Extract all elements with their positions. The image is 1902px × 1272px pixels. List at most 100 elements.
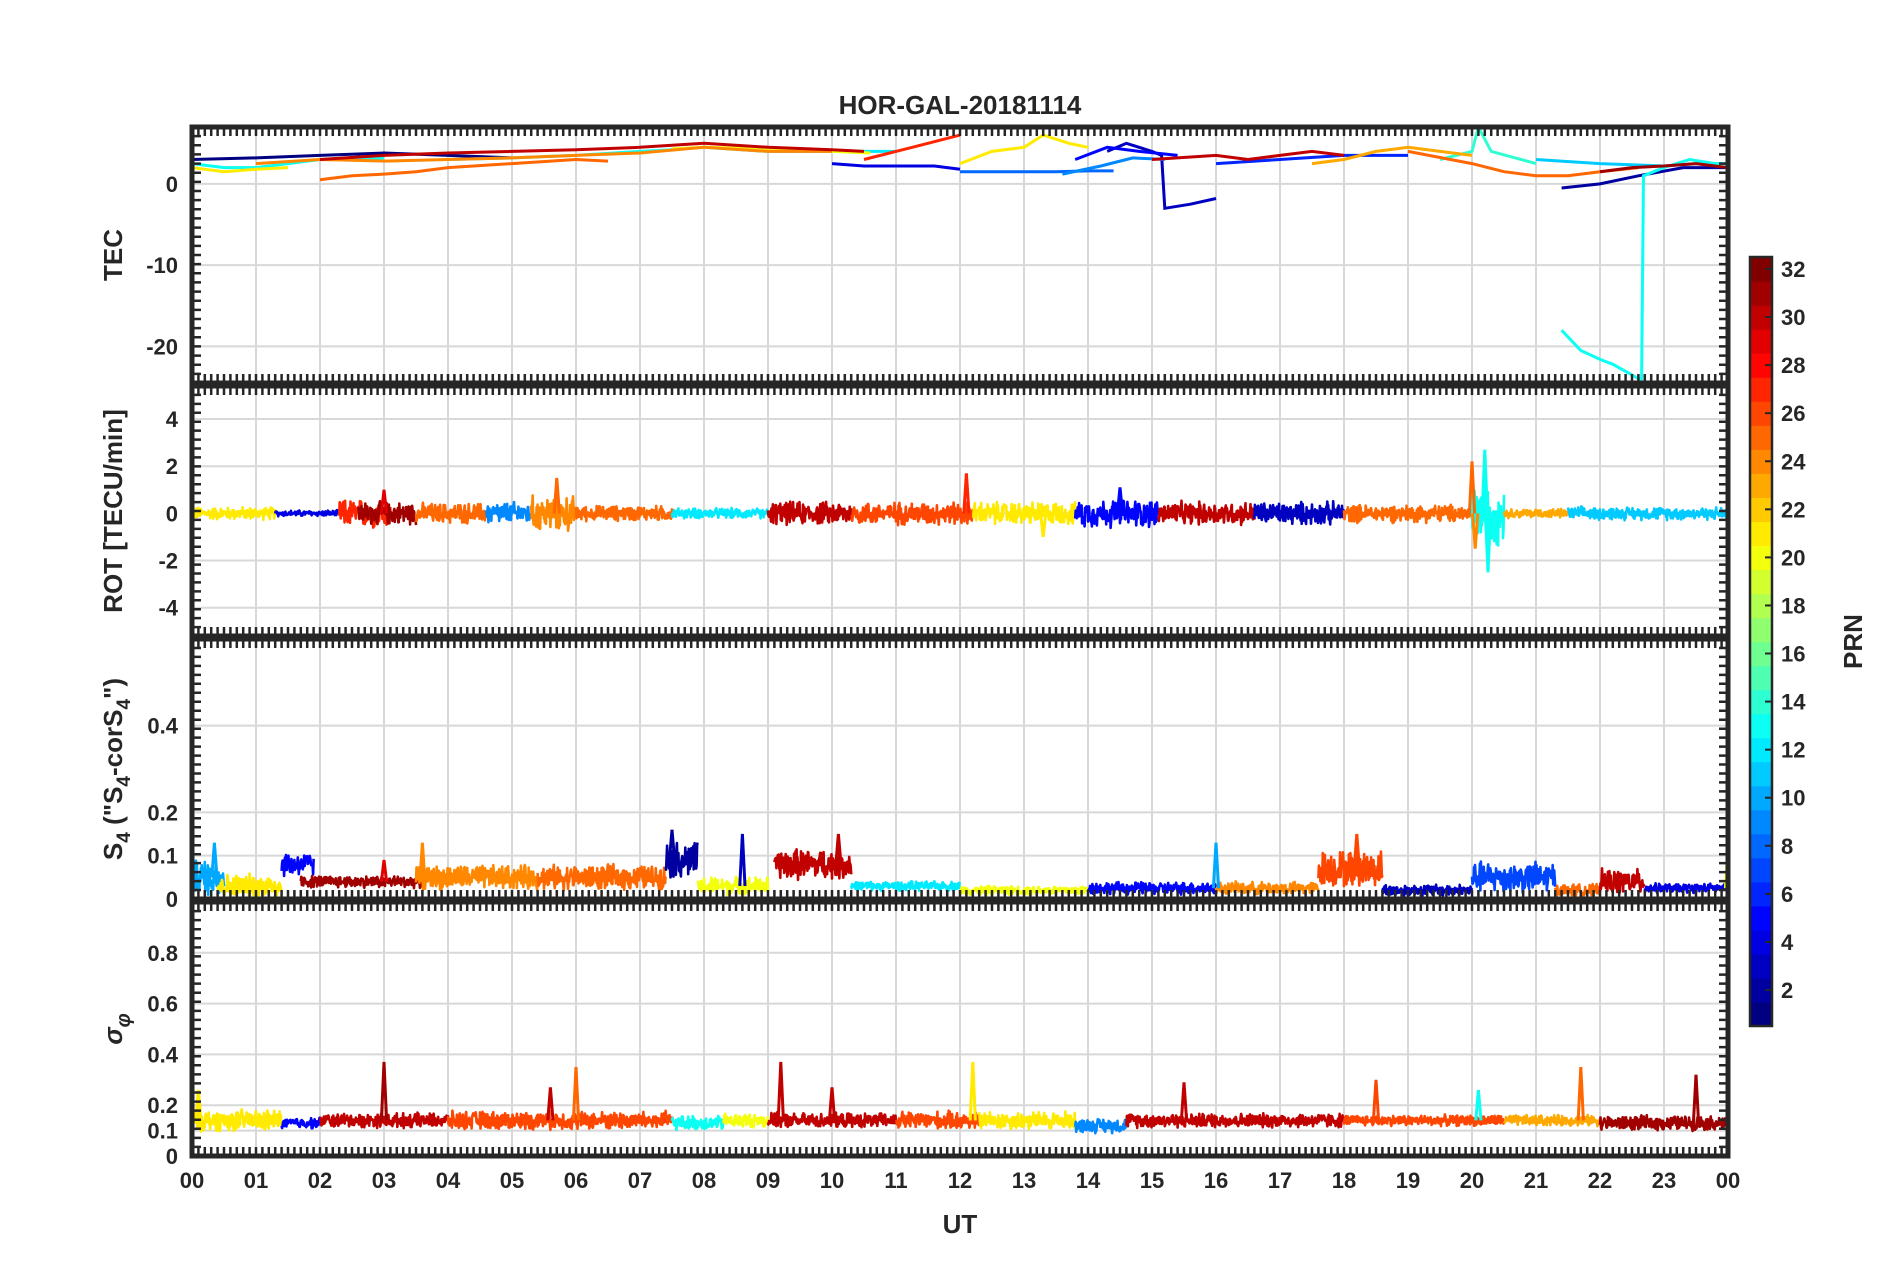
series-trace-prn-11 — [1566, 505, 1728, 522]
series-trace-prn-21 — [216, 872, 283, 899]
colorbar-step — [1750, 401, 1772, 426]
series-line-prn-21 — [959, 133, 1089, 166]
y-tick-label: 0.1 — [147, 1119, 178, 1144]
colorbar-tick-label: 10 — [1781, 786, 1805, 811]
colorbar-tick-label: 12 — [1781, 738, 1805, 763]
series-trace-prn-5 — [280, 1116, 322, 1130]
colorbar-tick-label: 8 — [1781, 834, 1793, 859]
spike-prn-27 — [962, 473, 971, 514]
spike-prn-29 — [379, 489, 389, 514]
spike-prn-24 — [1471, 513, 1480, 549]
series-trace-prn-25 — [1342, 503, 1480, 525]
spike-prn-31 — [1691, 1074, 1701, 1124]
data-series — [192, 1061, 1728, 1135]
colorbar-tick-label: 30 — [1781, 305, 1805, 330]
series-trace-prn-10 — [192, 858, 226, 897]
y-axis-label: S4 ("S4-corS4") — [98, 678, 135, 860]
series-trace-prn-21 — [977, 1110, 1077, 1131]
spike-prn-24 — [418, 842, 427, 882]
x-tick-label: 20 — [1460, 1168, 1484, 1193]
chart-title: HOR-GAL-20181114 — [839, 90, 1082, 120]
colorbar-step — [1750, 1001, 1772, 1027]
series-trace-prn-26 — [895, 1109, 981, 1130]
spike-prn-21 — [1039, 513, 1048, 538]
series-trace-prn-25 — [536, 862, 667, 893]
series-line-prn-23 — [1311, 145, 1473, 166]
colorbar-tick-label: 6 — [1781, 882, 1793, 907]
colorbar-step — [1750, 521, 1772, 546]
spike-prn-26 — [1352, 833, 1361, 869]
panel-tec: -20 -10 0 TEC — [98, 124, 1731, 386]
tick-marks — [190, 637, 1730, 901]
x-tick-label: 00 — [1716, 1168, 1740, 1193]
colorbar-step — [1750, 665, 1772, 691]
colorbar-step — [1750, 257, 1772, 282]
x-tick-label: 05 — [500, 1168, 524, 1193]
x-tick-label: 22 — [1588, 1168, 1612, 1193]
series-trace-prn-24 — [1214, 879, 1320, 896]
series-trace-prn-9 — [485, 500, 533, 524]
series-line-prn-25 — [319, 157, 609, 182]
series-trace-prn-31 — [357, 499, 418, 526]
spike-prn-30 — [827, 1087, 837, 1121]
x-tick-label: 09 — [756, 1168, 780, 1193]
spike-prn-25 — [1467, 461, 1477, 514]
series-trace-prn-3 — [1253, 499, 1346, 526]
colorbar-step — [1750, 377, 1772, 402]
y-axis-label: TEC — [98, 229, 128, 281]
colorbar-step — [1750, 329, 1772, 354]
series-trace-prn-4 — [273, 508, 341, 518]
x-tick-label: 12 — [948, 1168, 972, 1193]
x-tick-label: 18 — [1332, 1168, 1356, 1193]
colorbar-step — [1750, 449, 1772, 474]
x-tick-label: 13 — [1012, 1168, 1036, 1193]
data-series — [192, 127, 1728, 381]
series-line-prn-31 — [1599, 162, 1728, 174]
y-tick-label: 0.4 — [147, 1042, 178, 1067]
spike-prn-30 — [834, 833, 843, 865]
colorbar-step — [1750, 425, 1772, 450]
x-tick-label: 03 — [372, 1168, 396, 1193]
series-trace-prn-21 — [192, 505, 277, 522]
spike-prn-5 — [1115, 487, 1125, 514]
series-line-prn-21 — [192, 166, 289, 174]
y-tick-label: 0.2 — [147, 800, 178, 825]
data-series — [192, 449, 1728, 573]
x-tick-label: 02 — [308, 1168, 332, 1193]
y-tick-label: 0 — [166, 501, 178, 526]
x-tick-label: 08 — [692, 1168, 716, 1193]
panel-rot: -4 -2 0 2 4 ROT [TECU/min] — [98, 383, 1731, 639]
colorbar-step — [1750, 353, 1772, 378]
y-tick-label: 0.6 — [147, 992, 178, 1017]
panel-sigma: 00.10.2 0.4 0.6 0.8 σφ — [98, 899, 1731, 1169]
series-line-prn-5 — [1074, 145, 1178, 161]
colorbar-step — [1750, 737, 1772, 763]
x-tick-label: 04 — [436, 1168, 461, 1193]
y-tick-label: -10 — [146, 253, 178, 278]
spike-prn-3 — [738, 833, 747, 887]
series-line-prn-3 — [1106, 141, 1217, 211]
series-trace-prn-12 — [670, 506, 770, 520]
y-axis-label: ROT [TECU/min] — [98, 409, 128, 613]
y-tick-label: 4 — [166, 407, 179, 432]
colorbar-tick-label: 24 — [1781, 449, 1806, 474]
colorbar-step — [1750, 305, 1772, 330]
y-tick-label: 0.2 — [147, 1093, 178, 1118]
series-trace-prn-24 — [414, 863, 539, 892]
series-line-prn-8 — [960, 169, 1114, 174]
colorbar-tick-label: 14 — [1781, 690, 1806, 715]
colorbar-step — [1750, 545, 1772, 571]
series-trace-prn-13 — [670, 1114, 725, 1132]
spike-prn-13 — [1483, 513, 1493, 573]
colorbar-tick-label: 26 — [1781, 401, 1805, 426]
colorbar-step — [1750, 689, 1772, 715]
series-line-prn-13 — [1560, 157, 1728, 381]
colorbar-step — [1750, 929, 1772, 955]
series-trace-prn-21 — [192, 1108, 283, 1133]
minor-ticks — [190, 900, 1730, 1158]
spike-prn-2 — [667, 829, 677, 861]
grid — [191, 639, 1729, 900]
spike-prn-10 — [210, 842, 219, 878]
x-axis: 00 01 02 03 04 05 06 07 08 09 10 11 12 13 14 15 16 17 18 19… — [180, 1168, 1740, 1193]
series-trace-prn-2 — [664, 841, 699, 879]
